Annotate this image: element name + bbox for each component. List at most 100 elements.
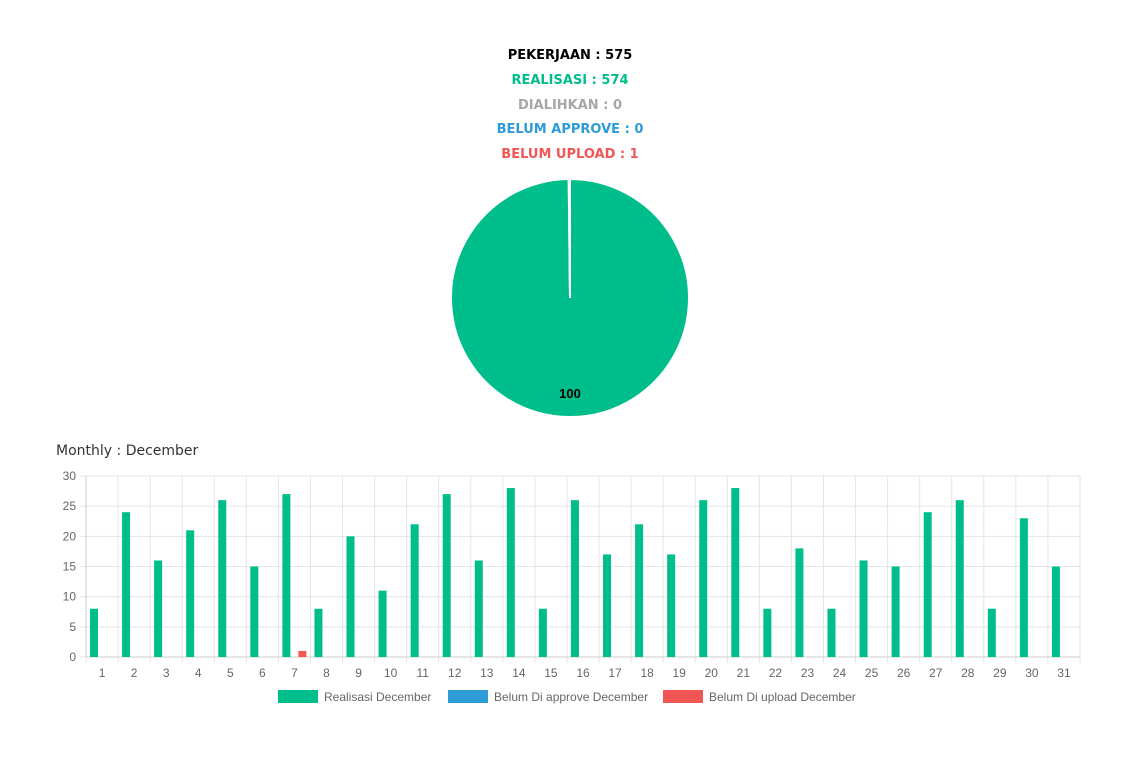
bar-chart[interactable]: 0 5 10 15 20 25 30 1 2 3 4 5 6 7 8 9 10 11 12 13 14 15 16 17 18 1… <box>0 460 1140 720</box>
y-tick-label: 10 <box>63 590 77 604</box>
x-tick-label: 18 <box>640 666 654 680</box>
x-tick-label: 12 <box>448 666 462 680</box>
stat-realisasi-label: REALISASI <box>511 72 588 88</box>
bar-realisasi-december-16[interactable] <box>570 500 579 657</box>
stat-belum-upload: BELUM UPLOAD : 1 <box>0 143 1140 168</box>
bar-realisasi-december-8[interactable] <box>314 608 323 657</box>
x-tick-label: 11 <box>416 666 429 680</box>
bar-realisasi-december-10[interactable] <box>378 590 387 657</box>
x-tick-label: 9 <box>355 666 362 680</box>
x-tick-label: 16 <box>576 666 590 680</box>
y-tick-label: 20 <box>63 529 77 543</box>
bar-realisasi-december-14[interactable] <box>506 488 515 657</box>
bar-realisasi-december-25[interactable] <box>859 560 868 657</box>
bar-realisasi-december-28[interactable] <box>955 500 964 657</box>
bar-realisasi-december-6[interactable] <box>250 566 259 658</box>
bar-realisasi-december-9[interactable] <box>346 536 355 657</box>
x-tick-label: 1 <box>99 666 106 680</box>
bar-realisasi-december-15[interactable] <box>538 608 547 657</box>
bar-realisasi-december-4[interactable] <box>186 530 195 657</box>
x-tick-label: 8 <box>323 666 330 680</box>
y-tick-label: 25 <box>63 499 77 513</box>
bar-realisasi-december-24[interactable] <box>827 608 836 657</box>
monthly-month: December <box>125 443 199 459</box>
stat-dialihkan-label: DIALIHKAN <box>517 97 599 113</box>
stat-belum-upload-separator: : <box>615 147 630 163</box>
stat-dialihkan: DIALIHKAN : 0 <box>0 94 1140 119</box>
x-tick-label: 31 <box>1057 666 1071 680</box>
legend-label[interactable]: Realisasi December <box>324 690 431 704</box>
bar-realisasi-december-12[interactable] <box>442 494 451 657</box>
bar-realisasi-december-26[interactable] <box>891 566 900 658</box>
pie-chart[interactable]: 100 <box>450 177 690 418</box>
y-tick-label: 5 <box>69 620 76 634</box>
legend-swatch[interactable] <box>448 690 488 703</box>
x-tick-label: 10 <box>384 666 398 680</box>
y-tick-label: 0 <box>69 650 76 664</box>
pie-data-label: 100 <box>559 386 581 401</box>
bar-realisasi-december-20[interactable] <box>699 500 708 657</box>
bar-realisasi-december-19[interactable] <box>667 554 676 657</box>
x-tick-label: 17 <box>608 666 622 680</box>
bar-realisasi-december-13[interactable] <box>474 560 483 657</box>
stat-realisasi-separator: : <box>587 72 602 88</box>
y-tick-label: 30 <box>63 469 77 483</box>
bar-realisasi-december-21[interactable] <box>731 488 740 657</box>
bar-realisasi-december-5[interactable] <box>218 500 227 657</box>
bar-realisasi-december-30[interactable] <box>1019 518 1028 657</box>
bar-realisasi-december-31[interactable] <box>1051 566 1060 658</box>
x-tick-label: 2 <box>131 666 138 680</box>
x-tick-label: 14 <box>512 666 526 680</box>
bar-realisasi-december-22[interactable] <box>763 608 772 657</box>
legend-label[interactable]: Belum Di upload December <box>709 690 856 704</box>
pie-chart-svg: 100 <box>450 177 690 418</box>
legend-swatch[interactable] <box>663 690 703 703</box>
stat-realisasi-value: 574 <box>601 72 629 88</box>
stat-belum-upload-label: BELUM UPLOAD <box>501 147 616 163</box>
bar-realisasi-december-2[interactable] <box>122 512 131 657</box>
bar-realisasi-december-1[interactable] <box>90 608 98 657</box>
x-tick-label: 20 <box>705 666 719 680</box>
bar-realisasi-december-29[interactable] <box>987 608 996 657</box>
legend-label[interactable]: Belum Di approve December <box>494 690 648 704</box>
x-tick-label: 3 <box>163 666 170 680</box>
stat-dialihkan-value: 0 <box>612 97 623 113</box>
bar-realisasi-december-17[interactable] <box>603 554 612 657</box>
bar-belum-di-upload-december-7[interactable] <box>298 650 307 657</box>
x-tick-label: 7 <box>291 666 298 680</box>
bar-realisasi-december-7[interactable] <box>282 494 291 657</box>
x-tick-label: 6 <box>259 666 266 680</box>
x-tick-label: 29 <box>993 666 1007 680</box>
x-tick-label: 26 <box>897 666 911 680</box>
x-tick-label: 27 <box>929 666 943 680</box>
stat-belum-upload-value: 1 <box>629 147 639 163</box>
x-tick-label: 23 <box>801 666 815 680</box>
x-tick-label: 4 <box>195 666 202 680</box>
stat-belum-approve: BELUM APPROVE : 0 <box>0 118 1140 143</box>
x-tick-label: 28 <box>961 666 975 680</box>
bar-realisasi-december-23[interactable] <box>795 548 804 657</box>
x-tick-label: 22 <box>769 666 783 680</box>
stat-realisasi: REALISASI : 574 <box>0 69 1140 94</box>
x-tick-label: 5 <box>227 666 234 680</box>
bar-realisasi-december-18[interactable] <box>635 524 644 657</box>
bar-realisasi-december-27[interactable] <box>923 512 932 657</box>
stat-pekerjaan: PEKERJAAN : 575 <box>0 44 1140 69</box>
x-tick-label: 25 <box>865 666 879 680</box>
bar-realisasi-december-3[interactable] <box>154 560 163 657</box>
stat-dialihkan-separator: : <box>598 97 613 113</box>
monthly-separator: : <box>112 443 126 459</box>
x-tick-label: 21 <box>737 666 751 680</box>
x-tick-label: 30 <box>1025 666 1039 680</box>
stat-belum-approve-label: BELUM APPROVE <box>496 122 621 138</box>
stat-pekerjaan-separator: : <box>590 48 606 63</box>
legend-swatch[interactable] <box>278 690 318 703</box>
x-tick-label: 13 <box>480 666 494 680</box>
stat-pekerjaan-label: PEKERJAAN <box>507 48 591 63</box>
x-tick-label: 24 <box>833 666 847 680</box>
bar-realisasi-december-11[interactable] <box>410 524 419 657</box>
monthly-title: Monthly : December <box>56 443 198 459</box>
monthly-label: Monthly <box>56 443 113 459</box>
y-tick-label: 15 <box>63 560 77 574</box>
